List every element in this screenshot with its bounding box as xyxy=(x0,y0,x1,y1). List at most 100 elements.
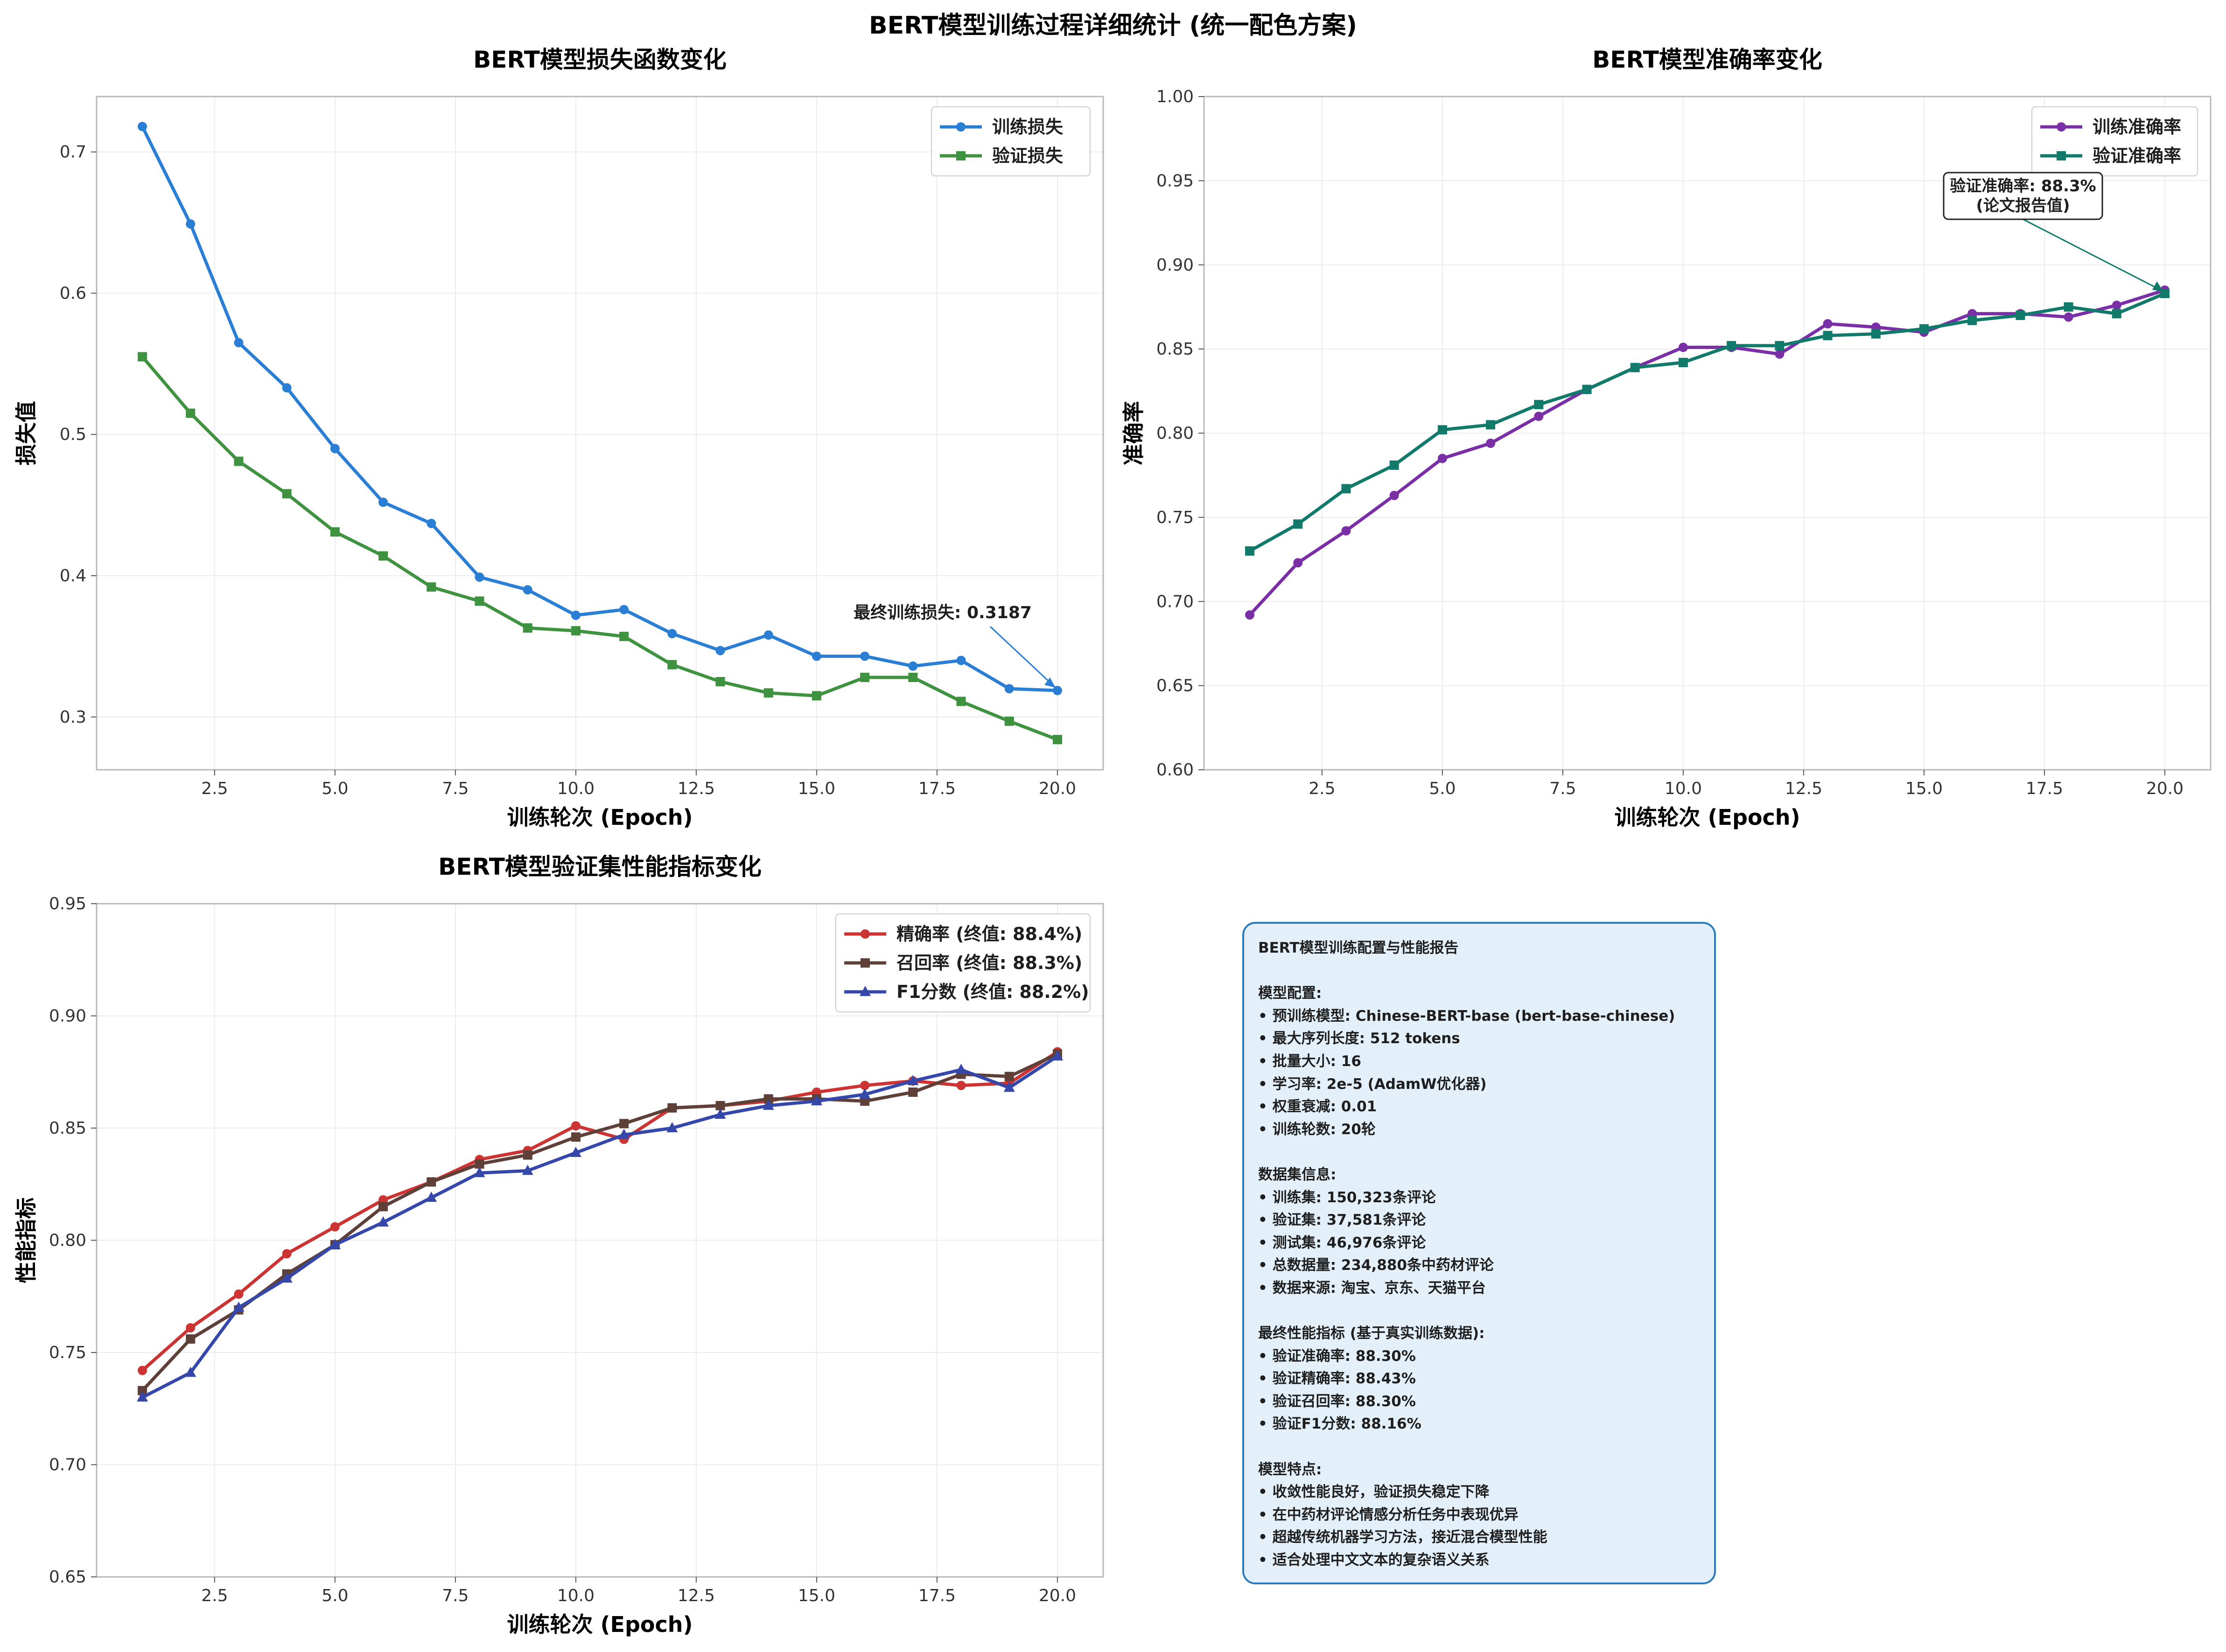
y-tick-label: 0.95 xyxy=(1156,171,1194,190)
series-1 xyxy=(138,122,1062,696)
x-tick-label: 17.5 xyxy=(918,779,956,798)
data-point xyxy=(1004,1072,1014,1081)
chart-panel-3: 2.5 5.0 7.5 10.0 12.5 15.0 17.5 20.0 0.65 0.70 0.7… xyxy=(14,853,1104,1637)
x-tick-label: 12.5 xyxy=(1785,779,1822,798)
x-axis-label: 训练轮次 (Epoch) xyxy=(507,805,693,830)
data-point xyxy=(1871,329,1881,339)
x-tick-label: 5.0 xyxy=(322,1586,348,1605)
report-line: • 最大序列长度: 512 tokens xyxy=(1258,1030,1460,1047)
data-point xyxy=(1678,357,1688,367)
data-point xyxy=(715,1101,725,1110)
data-point xyxy=(619,632,629,641)
x-tick-label: 10.0 xyxy=(557,1586,595,1605)
data-point xyxy=(427,582,436,592)
legend-label: 验证准确率 xyxy=(2093,146,2181,166)
series-line xyxy=(141,1053,1058,1392)
report-line: • 在中药材评论情感分析任务中表现优异 xyxy=(1258,1506,1519,1523)
data-point xyxy=(2016,310,2025,320)
annotation-arrow xyxy=(989,626,1055,688)
legend-marker xyxy=(2057,151,2066,160)
legend-box xyxy=(931,106,1091,176)
data-point xyxy=(812,651,821,661)
data-point xyxy=(715,677,725,687)
series-line xyxy=(141,1050,1058,1372)
data-point xyxy=(1341,484,1351,494)
data-point xyxy=(1678,342,1688,352)
data-point xyxy=(186,1323,196,1333)
data-point xyxy=(523,1150,532,1160)
data-point xyxy=(1245,546,1255,556)
x-tick-label: 17.5 xyxy=(918,1586,956,1605)
series-line xyxy=(1248,288,2166,616)
series-line xyxy=(141,1055,1058,1399)
data-point xyxy=(860,651,870,661)
legend-marker xyxy=(956,122,966,132)
data-point xyxy=(2112,309,2121,319)
y-tick-label: 0.3 xyxy=(60,708,86,727)
y-tick-label: 0.65 xyxy=(1156,676,1194,696)
y-tick-label: 0.95 xyxy=(49,894,86,913)
annotation-arrowhead xyxy=(1044,677,1056,688)
data-point xyxy=(1341,526,1351,536)
annotation-text: (论文报告值) xyxy=(1976,196,2070,215)
annotation-arrowhead xyxy=(2152,281,2163,292)
report-line: 模型配置: xyxy=(1258,985,1322,1002)
series-2 xyxy=(138,1049,1062,1395)
legend-marker xyxy=(956,151,966,160)
report-spacer xyxy=(1258,1436,1700,1458)
data-point xyxy=(185,1366,196,1377)
data-point xyxy=(1389,460,1399,470)
x-axis-label: 训练轮次 (Epoch) xyxy=(507,1612,693,1637)
x-tick-label: 15.0 xyxy=(798,1586,835,1605)
report-line: • 预训练模型: Chinese-BERT-base (bert-base-ch… xyxy=(1258,1007,1675,1025)
data-point xyxy=(860,672,870,682)
data-point xyxy=(138,352,147,362)
annotation: 验证准确率: 88.3%(论文报告值) xyxy=(1943,172,2163,292)
y-tick-label: 0.65 xyxy=(49,1568,86,1587)
legend-marker xyxy=(861,958,870,968)
chart-title: BERT模型损失函数变化 xyxy=(473,46,727,73)
data-point xyxy=(137,1391,148,1402)
training-report-box: BERT模型训练配置与性能报告 模型配置: • 预训练模型: Chinese-BER… xyxy=(1242,922,1716,1584)
data-point xyxy=(427,518,436,528)
legend-label: 精确率 (终值: 88.4%) xyxy=(896,924,1082,944)
data-point xyxy=(1437,453,1447,463)
data-point xyxy=(715,646,725,655)
x-tick-label: 20.0 xyxy=(1039,779,1076,798)
data-point xyxy=(1052,735,1062,745)
data-point xyxy=(763,630,773,640)
legend-label: 训练损失 xyxy=(992,117,1064,137)
data-point xyxy=(378,497,388,507)
y-tick-label: 0.6 xyxy=(60,284,86,303)
data-point xyxy=(1582,384,1592,394)
series-line xyxy=(1249,292,2166,553)
report-line: • 验证准确率: 88.30% xyxy=(1258,1347,1416,1365)
data-point xyxy=(1823,331,1833,341)
data-point xyxy=(523,585,532,595)
data-point xyxy=(955,1063,967,1074)
data-point xyxy=(619,605,629,614)
data-point xyxy=(234,1289,244,1299)
x-tick-label: 2.5 xyxy=(201,779,228,798)
annotation-text: 最终训练损失: 0.3187 xyxy=(854,603,1032,622)
annotation-text: 验证准确率: 88.3% xyxy=(1950,177,2096,195)
y-tick-label: 0.75 xyxy=(1156,508,1194,527)
data-point xyxy=(1775,349,1785,359)
x-tick-label: 10.0 xyxy=(1665,779,1702,798)
data-point xyxy=(426,1192,437,1202)
report-line: • 训练轮数: 20轮 xyxy=(1258,1121,1376,1138)
data-point xyxy=(1630,362,1640,372)
report-line: • 验证集: 37,581条评论 xyxy=(1258,1212,1426,1229)
legend-box xyxy=(2031,106,2198,176)
chart-panel-1: 2.5 5.0 7.5 10.0 12.5 15.0 17.5 20.0 0.3 0.4 0.5 0.… xyxy=(14,46,1104,830)
x-tick-label: 7.5 xyxy=(442,1586,469,1605)
data-point xyxy=(523,623,532,633)
series-3 xyxy=(137,1050,1063,1402)
series-1 xyxy=(138,1047,1062,1375)
report-spacer xyxy=(1258,960,1700,983)
data-point xyxy=(666,1122,678,1132)
x-tick-label: 12.5 xyxy=(678,1586,715,1605)
chart-panel-2: 2.5 5.0 7.5 10.0 12.5 15.0 17.5 20.0 0.60 0.65 0.7… xyxy=(1121,46,2212,830)
data-point xyxy=(570,1146,581,1157)
data-point xyxy=(2064,312,2073,322)
